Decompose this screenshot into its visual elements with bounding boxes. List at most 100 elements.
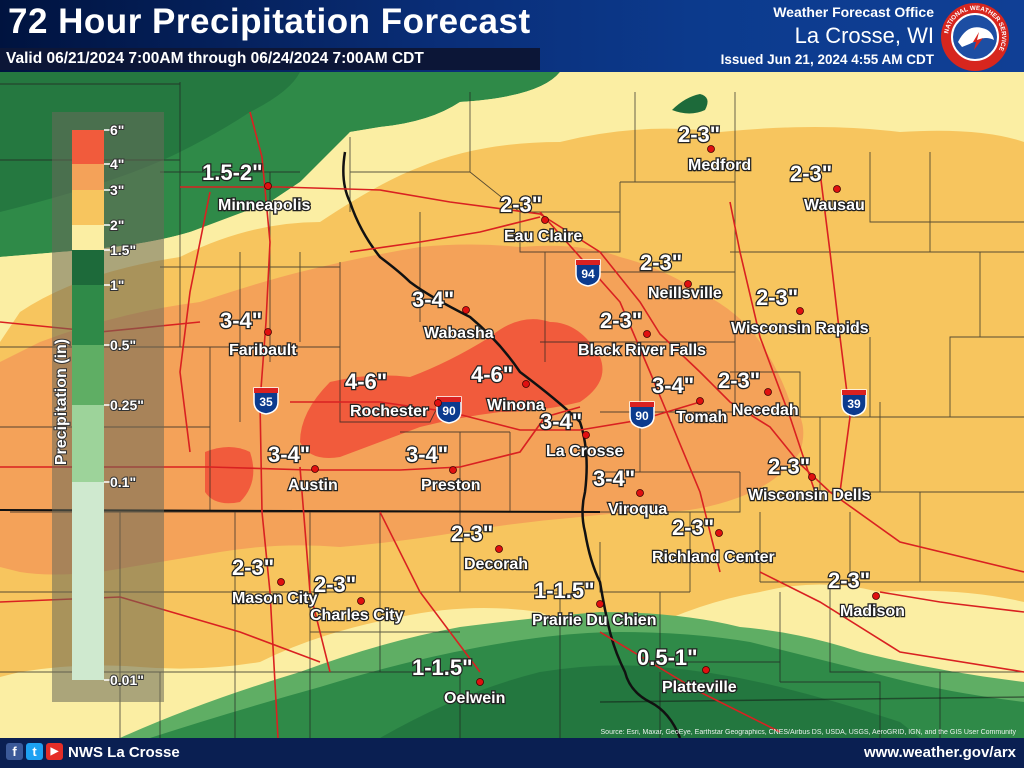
- city-dot: [264, 182, 272, 190]
- city-name-label: Prairie Du Chien: [532, 612, 656, 629]
- precip-range-label: 2-3": [314, 572, 356, 597]
- svg-text:39: 39: [847, 397, 861, 411]
- city-dot: [643, 330, 651, 338]
- city-marker: 2-3" Madison: [827, 567, 906, 622]
- legend-tick-label: 2": [110, 217, 124, 233]
- city-marker: 3-4" Viroqua: [592, 465, 669, 520]
- city-marker: 2-3" Decorah: [450, 520, 530, 575]
- precip-range-label: 1.5-2": [202, 160, 263, 185]
- precip-range-label: 3-4": [593, 466, 635, 491]
- city-marker: 4-6" Rochester: [344, 368, 442, 421]
- city-marker: 3-4" La Crosse: [539, 408, 625, 462]
- precip-range-label: 2-3": [718, 368, 760, 393]
- city-name-label: Mason City: [232, 590, 317, 607]
- city-name-label: Necedah: [732, 402, 799, 419]
- interstate-35-shield: 35: [253, 387, 279, 415]
- city-marker: 2-3" Wisconsin Rapids: [730, 284, 870, 339]
- zone-6-southwest: [205, 447, 254, 504]
- zone-6-core: [300, 319, 603, 458]
- city-dot: [357, 597, 365, 605]
- legend-swatch: [72, 250, 104, 285]
- state-boundary-wi-il: [599, 696, 1024, 703]
- city-marker: 3-4" Faribault: [219, 307, 299, 361]
- city-name-label: Platteville: [662, 679, 737, 696]
- precip-range-label: 2-3": [756, 285, 798, 310]
- interstate-94-shield: 94: [575, 259, 601, 287]
- legend-swatches: [72, 130, 104, 680]
- svg-text:90: 90: [442, 404, 456, 418]
- city-marker: 1.5-2" Minneapolis: [201, 159, 312, 216]
- website-link[interactable]: www.weather.gov/arx: [864, 744, 1016, 761]
- precip-range-label: 2-3": [232, 555, 274, 580]
- city-dot: [715, 529, 723, 537]
- office-name: NWS La Crosse: [68, 744, 180, 761]
- city-marker: 3-4" Tomah: [651, 372, 729, 428]
- legend-swatch: [72, 225, 104, 250]
- city-dot: [462, 306, 470, 314]
- legend-swatch: [72, 190, 104, 225]
- issued-time: Issued Jun 21, 2024 4:55 AM CDT: [720, 52, 934, 67]
- precip-range-label: 1-1.5": [412, 655, 473, 680]
- precip-range-label: 4-6": [345, 369, 387, 394]
- city-marker: 2-3" Eau Claire: [499, 191, 584, 247]
- city-name-label: Austin: [288, 477, 338, 494]
- nws-logo[interactable]: NATIONAL WEATHER SERVICE: [940, 2, 1010, 72]
- precip-range-label: 3-4": [540, 409, 582, 434]
- city-dot: [476, 678, 484, 686]
- city-name-label: Minneapolis: [218, 197, 311, 214]
- city-dot: [311, 465, 319, 473]
- lake-feature: [672, 94, 708, 114]
- city-name-label: Madison: [840, 603, 905, 620]
- city-dot: [264, 328, 272, 336]
- county-lines: [0, 82, 1024, 738]
- precip-range-label: 3-4": [406, 442, 448, 467]
- legend-tick-label: 1": [110, 277, 124, 293]
- city-dot: [684, 280, 692, 288]
- city-marker: 2-3" Richland Center: [651, 514, 776, 568]
- city-name-label: La Crosse: [546, 443, 623, 460]
- city-marker: 2-3" Wausau: [789, 160, 866, 216]
- office-label: Weather Forecast Office: [773, 4, 934, 20]
- city-dot: [636, 489, 644, 497]
- precip-range-label: 2-3": [640, 250, 682, 275]
- youtube-icon[interactable]: ▶: [46, 743, 63, 760]
- city-dot: [582, 431, 590, 439]
- city-layer: 1.5-2" Minneapolis 2-3" Eau Claire 2-3" Medfo…: [201, 121, 906, 709]
- twitter-icon[interactable]: t: [26, 743, 43, 760]
- legend-tick-label: 6": [110, 122, 124, 138]
- city-dot: [434, 399, 442, 407]
- precip-range-label: 2-3": [672, 515, 714, 540]
- legend-swatch: [72, 130, 104, 164]
- page-title: 72 Hour Precipitation Forecast: [8, 2, 531, 41]
- city-dot: [796, 307, 804, 315]
- city-dot: [696, 397, 704, 405]
- social-icons: f t ▶: [6, 743, 63, 760]
- precip-range-label: 0.5-1": [637, 645, 698, 670]
- city-marker: 2-3" Wisconsin Dells: [747, 453, 872, 506]
- precip-range-label: 3-4": [220, 308, 262, 333]
- facebook-icon[interactable]: f: [6, 743, 23, 760]
- city-name-label: Faribault: [229, 342, 297, 359]
- interstate-39-shield: 39: [841, 389, 867, 417]
- legend-swatch: [72, 164, 104, 190]
- legend-tick-label: 1.5": [110, 242, 136, 258]
- legend-title: Precipitation (in): [53, 339, 70, 465]
- legend-swatch: [72, 405, 104, 482]
- interstate-90-shield-west: 90: [436, 396, 462, 424]
- precipitation-map: 94 90 90 35 39: [0, 72, 1024, 738]
- precip-range-label: 2-3": [451, 521, 493, 546]
- city-dot: [522, 380, 530, 388]
- city-dot: [764, 388, 772, 396]
- city-name-label: Winona: [487, 397, 545, 414]
- legend-tick-label: 0.5": [110, 337, 136, 353]
- city-marker: 0.5-1" Platteville: [636, 644, 738, 698]
- precip-range-label: 3-4": [412, 287, 454, 312]
- legend-tick-label: 0.01": [110, 672, 144, 688]
- city-dot: [596, 600, 604, 608]
- city-marker: 2-3" Mason City: [231, 554, 319, 609]
- city-name-label: Viroqua: [608, 501, 667, 518]
- city-dot: [541, 216, 549, 224]
- svg-text:35: 35: [259, 395, 273, 409]
- city-dot: [872, 592, 880, 600]
